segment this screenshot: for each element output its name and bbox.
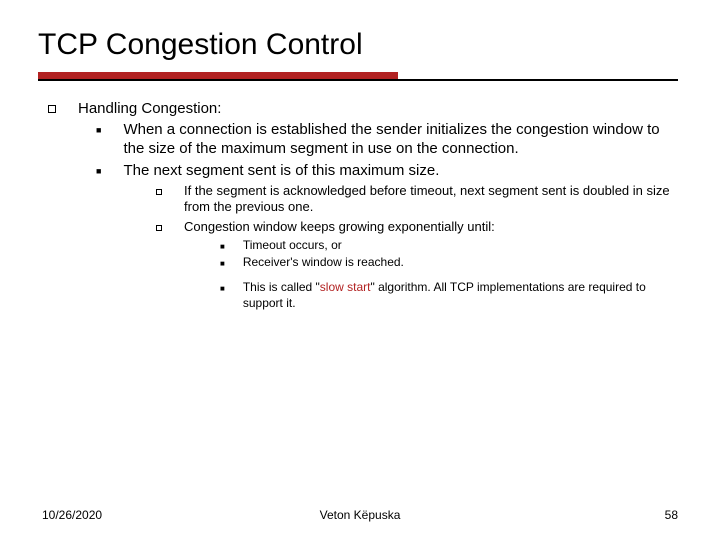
level1-text: Handling Congestion: [78, 99, 682, 118]
footer-date: 10/26/2020 [42, 508, 102, 522]
slide-content: Handling Congestion: ■ When a connection… [38, 99, 682, 311]
level3-text: If the segment is acknowledged before ti… [184, 183, 682, 216]
slide-footer: 10/26/2020 Veton Këpuska 58 [0, 508, 720, 522]
list-item: If the segment is acknowledged before ti… [156, 183, 682, 216]
list-item: Congestion window keeps growing exponent… [156, 219, 682, 236]
title-rule [38, 72, 678, 81]
level3-text: Congestion window keeps growing exponent… [184, 219, 682, 236]
square-filled-bullet-icon: ■ [96, 120, 101, 158]
list-item: ■ The next segment sent is of this maxim… [96, 161, 682, 180]
square-bullet-icon [48, 105, 56, 113]
slide-title: TCP Congestion Control [38, 28, 682, 62]
square-bullet-icon [156, 189, 162, 195]
level4-text: Receiver's window is reached. [243, 255, 682, 270]
list-item: ■ When a connection is established the s… [96, 120, 682, 158]
list-item: ■ This is called "slow start" algorithm.… [220, 280, 682, 311]
level2-text: When a connection is established the sen… [123, 120, 682, 158]
level4-text: Timeout occurs, or [243, 238, 682, 253]
square-filled-bullet-icon: ■ [220, 280, 225, 311]
footer-page-number: 58 [665, 508, 678, 522]
footer-author: Veton Këpuska [320, 508, 401, 522]
level4-text: This is called "slow start" algorithm. A… [243, 280, 682, 311]
square-bullet-icon [156, 225, 162, 231]
highlight-text: slow start [320, 280, 371, 294]
list-item: ■ Timeout occurs, or [220, 238, 682, 253]
square-filled-bullet-icon: ■ [220, 255, 225, 270]
list-item: Handling Congestion: [48, 99, 682, 118]
list-item: ■ Receiver's window is reached. [220, 255, 682, 270]
level2-text: The next segment sent is of this maximum… [123, 161, 682, 180]
square-filled-bullet-icon: ■ [96, 161, 101, 180]
square-filled-bullet-icon: ■ [220, 238, 225, 253]
